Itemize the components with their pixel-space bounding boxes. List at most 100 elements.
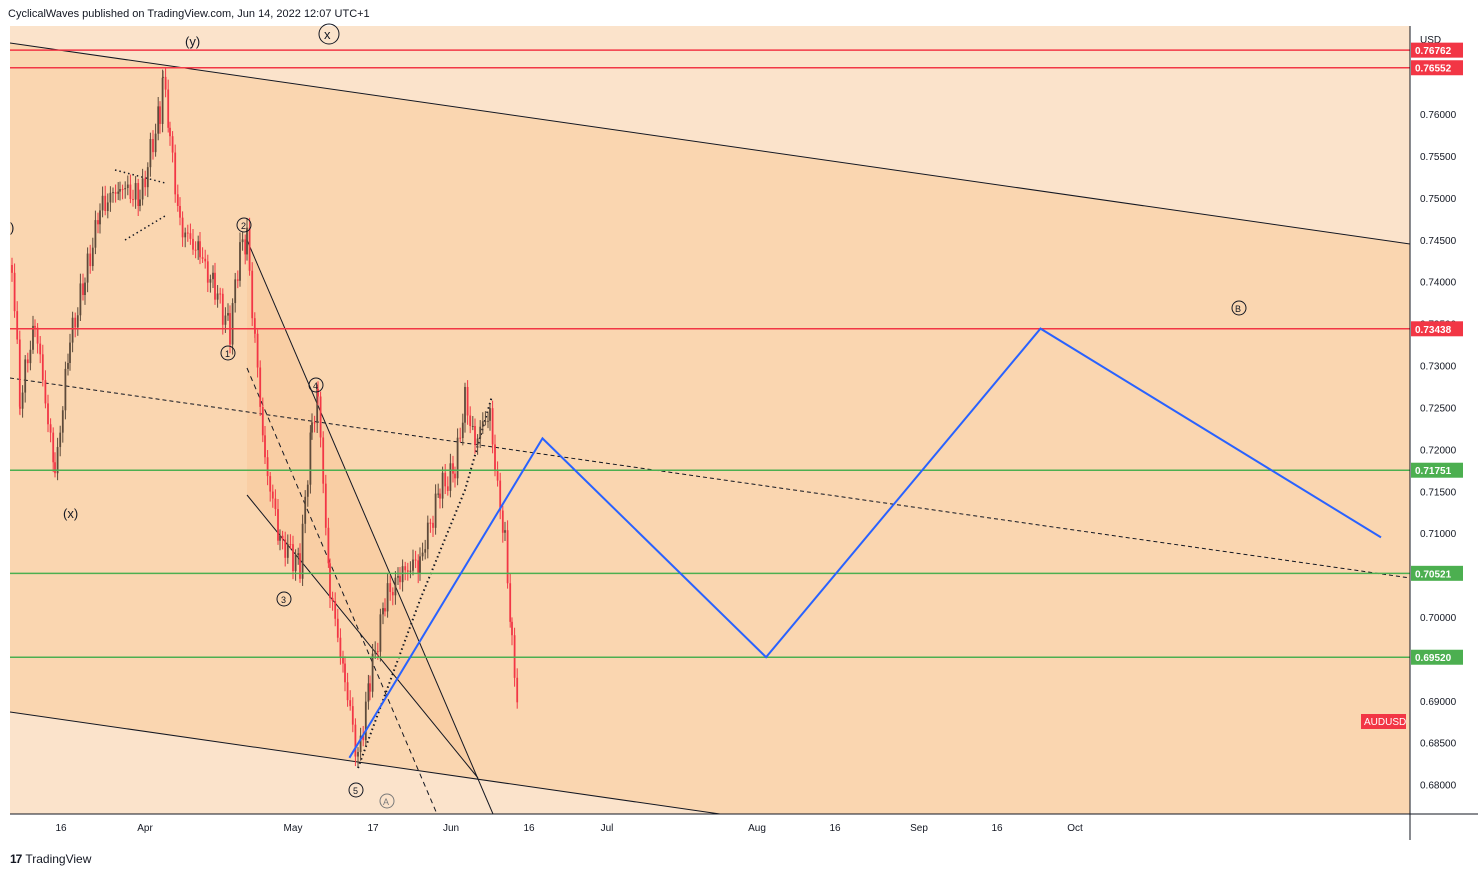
candle-body <box>476 438 479 445</box>
candle-body <box>18 339 21 407</box>
candle-body <box>181 217 184 238</box>
candle-body <box>452 463 454 474</box>
candle-body <box>394 577 397 596</box>
candle-body <box>461 422 464 439</box>
candle-body <box>189 233 192 239</box>
wave-label-B: B <box>1235 304 1241 314</box>
dotted-triangle-lower <box>124 215 166 241</box>
x-tick-label: 16 <box>991 823 1003 834</box>
candle-body <box>259 367 262 407</box>
candle-body <box>231 303 234 345</box>
wave-label-x-circled: x <box>324 27 331 42</box>
wave-label-4: 4 <box>313 381 318 391</box>
footer-brand[interactable]: 17 TradingView <box>10 852 91 866</box>
candle-body <box>284 539 287 558</box>
candle-body <box>167 89 170 128</box>
candle-body <box>154 133 157 153</box>
x-tick-label: 16 <box>55 823 67 834</box>
candle-body <box>322 437 325 484</box>
candle-body <box>484 421 487 423</box>
candle-body <box>313 422 316 424</box>
candle-body <box>199 241 201 258</box>
candle-body <box>389 583 392 592</box>
candle-body <box>209 279 212 283</box>
price-level-badge-bg <box>1411 42 1463 58</box>
candle-body <box>271 491 274 499</box>
candle-body <box>369 683 371 692</box>
price-level-badge-text: 0.76552 <box>1415 64 1452 75</box>
candle-body <box>309 432 312 485</box>
candle-body <box>417 560 420 574</box>
y-tick-label: 0.69000 <box>1420 697 1457 708</box>
candle-body <box>54 462 56 474</box>
candle-body <box>286 544 289 558</box>
candle-body <box>464 386 466 423</box>
publish-info-text: CyclicalWaves published on TradingView.c… <box>8 8 370 20</box>
candle-body <box>49 424 52 433</box>
candle-body <box>371 653 374 692</box>
candle-body <box>254 328 256 334</box>
candle-body <box>434 493 437 528</box>
wave-label-partial: ) <box>10 220 14 235</box>
candle-body <box>59 432 62 448</box>
channel-upper-line <box>10 42 1410 245</box>
candle-body <box>152 138 154 153</box>
x-tick-label: Oct <box>1067 823 1083 834</box>
candle-body <box>16 311 19 340</box>
candle-body <box>94 220 97 248</box>
candle-body <box>67 363 69 369</box>
candle-body <box>466 386 469 416</box>
candle-body <box>234 279 237 304</box>
candle-body <box>214 272 216 300</box>
candle-body <box>13 272 16 312</box>
candle-body <box>132 199 134 201</box>
candle-body <box>99 210 101 225</box>
candle-body <box>382 608 384 615</box>
candle-body <box>331 598 334 602</box>
candle-body <box>221 293 224 325</box>
y-tick-label: 0.72000 <box>1420 445 1457 456</box>
small-channel-upper <box>246 239 494 814</box>
candle-body <box>106 202 109 212</box>
y-tick-label: 0.74000 <box>1420 278 1457 289</box>
candle-body <box>169 127 171 137</box>
candle-body <box>34 325 36 328</box>
price-level-badge-text: 0.73438 <box>1415 325 1452 336</box>
candle-body <box>44 380 47 404</box>
candle-body <box>299 553 301 579</box>
wave-4-circle <box>308 377 324 393</box>
candle-body <box>496 471 499 481</box>
candle-body <box>184 232 187 238</box>
x-tick-label: 16 <box>523 823 535 834</box>
price-level-badge-text: 0.69520 <box>1415 653 1452 664</box>
wave-5-circle <box>348 782 364 798</box>
candle-body <box>506 530 509 584</box>
candle-body <box>432 522 434 528</box>
symbol-badge: AUDUSD <box>1361 714 1406 729</box>
candle-body <box>294 555 297 572</box>
x-axis-ticks: 16 Apr May 17 Jun 16 Jul Aug 16 Sep 16 Oct <box>55 823 1083 834</box>
candle-body <box>162 76 164 78</box>
candle-body <box>357 752 359 757</box>
candle-body <box>471 425 474 427</box>
price-level-badge-bg <box>1411 649 1463 665</box>
candle-body <box>194 249 197 251</box>
channel-midline-dashed <box>10 377 1410 579</box>
candle-body <box>204 258 207 262</box>
candle-body <box>26 359 29 364</box>
candle-body <box>274 498 277 510</box>
candle-body <box>32 325 34 350</box>
candle-body <box>421 552 424 557</box>
candle-body <box>24 359 27 393</box>
candle-body <box>316 389 319 423</box>
candle-body <box>176 194 179 206</box>
candle-body <box>399 576 401 583</box>
candle-body <box>117 191 120 194</box>
candle-body <box>384 608 386 612</box>
candle-body <box>354 724 357 757</box>
candle-body <box>489 408 491 421</box>
candle-body <box>401 566 404 583</box>
currency-label: USD <box>1420 35 1441 46</box>
x-tick-label: Jun <box>443 823 459 834</box>
